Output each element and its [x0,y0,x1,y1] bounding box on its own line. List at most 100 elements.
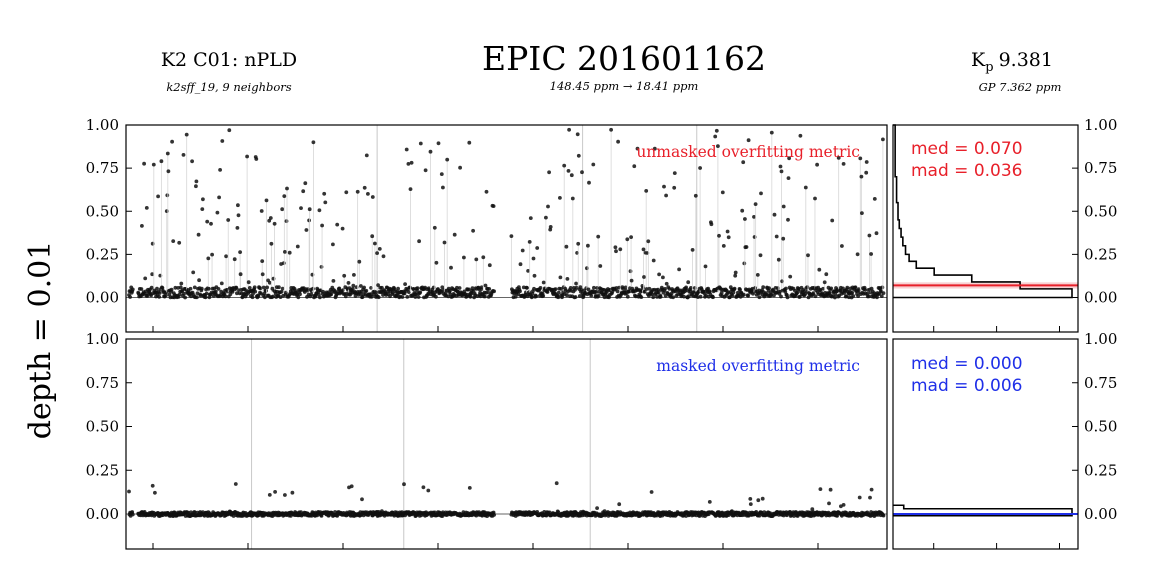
data-point [586,287,591,292]
data-point [280,286,285,291]
data-point [869,487,874,492]
data-point [623,285,628,290]
data-point [381,254,386,259]
data-point [171,239,176,244]
data-point [690,248,695,252]
data-point [441,185,445,190]
data-point [845,285,850,290]
data-point [667,287,672,291]
data-point [396,286,400,291]
data-point [236,213,241,218]
y-tick-label: 0.75 [1084,159,1117,177]
data-point [594,290,599,294]
data-point [370,195,375,199]
data-point [769,130,774,135]
data-point [527,240,532,244]
data-point [761,285,766,290]
data-point [672,171,677,176]
data-point [760,496,765,501]
data-point [614,249,618,254]
data-point [201,197,205,202]
y-tick-label: 0.25 [1084,245,1117,263]
data-point [598,264,603,268]
data-point [744,245,749,249]
data-point [415,286,420,291]
data-point [867,294,871,299]
kp-k: K [971,49,986,71]
y-tick-label: 0.00 [1084,289,1117,307]
data-point [711,295,715,300]
data-point [586,243,590,248]
data-point [178,285,183,290]
data-point [235,291,239,296]
data-point [758,253,763,258]
data-point [304,228,309,232]
data-point [130,287,135,292]
data-point [217,195,222,200]
data-point [285,186,289,191]
data-point [649,490,654,494]
data-point [625,294,630,299]
data-point [487,287,492,291]
data-point [535,246,540,250]
data-point [785,295,790,300]
data-point [273,490,277,494]
data-point [481,255,486,260]
y-tick-label: 0.25 [86,461,119,479]
data-point [269,241,274,246]
y-tick-label: 0.50 [86,418,119,436]
data-point [556,290,561,295]
data-point [234,285,239,290]
data-point [296,295,301,300]
data-point [139,287,144,291]
data-point [628,269,633,274]
data-point [471,228,475,233]
data-point [656,290,661,295]
data-point [405,295,410,299]
data-point [609,127,613,132]
data-point [874,231,879,236]
data-point [639,295,644,299]
data-point [177,292,182,297]
data-point [299,206,303,211]
masked-metric-label: masked overfitting metric [656,357,860,375]
data-point [857,495,862,500]
data-point [307,218,311,223]
data-point [191,270,196,275]
data-point [868,495,872,500]
data-point [720,190,725,195]
data-point [271,294,275,299]
data-point [233,482,238,486]
data-point [331,279,336,283]
data-point [416,295,421,299]
data-point [618,247,623,252]
data-point [784,286,788,291]
data-point [525,286,529,290]
unmasked-histogram-panel: 1.00 0.75 0.50 0.25 0.00 [892,116,1117,333]
data-point [521,285,526,290]
data-point [570,196,575,201]
data-point [225,289,230,294]
data-point [469,291,474,296]
data-point [556,295,561,300]
data-point [658,294,663,299]
data-point [850,290,855,295]
data-point [714,128,719,133]
data-point [781,236,786,241]
panel-frame [892,338,1079,550]
data-point [349,484,354,489]
data-point [188,286,193,291]
data-point [779,169,784,174]
data-point [725,229,730,234]
data-point [776,257,781,262]
data-point [439,172,444,177]
data-point [786,176,791,181]
data-point [587,180,591,185]
data-point [408,187,413,192]
data-point [224,254,229,259]
data-point [267,493,272,497]
data-point [698,166,702,170]
data-point [558,196,562,200]
data-point [806,253,810,258]
data-point [707,500,712,504]
